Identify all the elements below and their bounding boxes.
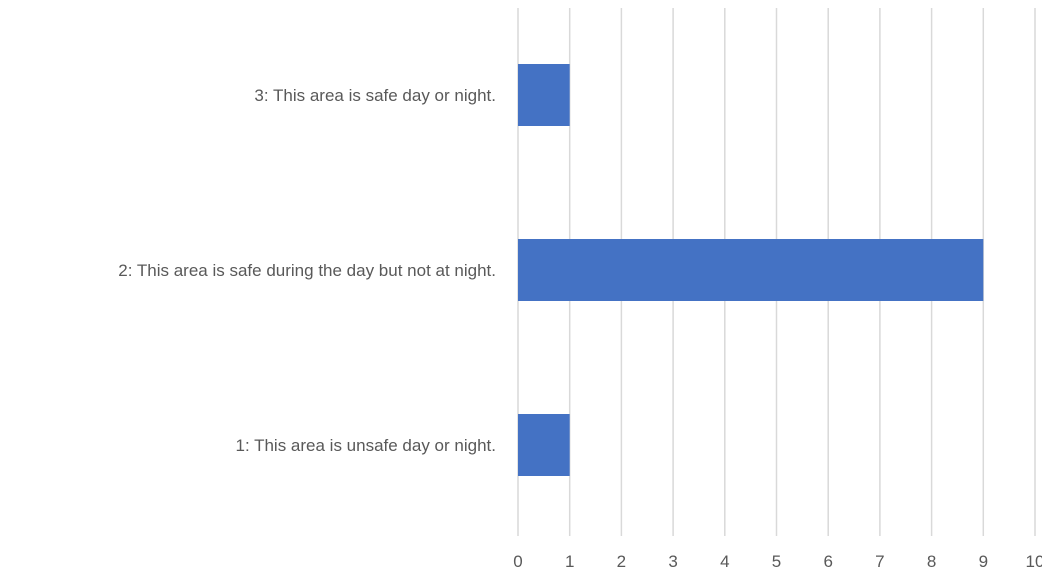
bar <box>518 414 570 476</box>
x-tick-label: 9 <box>979 552 988 571</box>
category-labels: 3: This area is safe day or night. 2: Thi… <box>118 86 496 455</box>
x-tick-label: 3 <box>668 552 677 571</box>
bars <box>518 64 984 476</box>
x-tick-label: 8 <box>927 552 936 571</box>
x-tick-label: 1 <box>565 552 574 571</box>
x-tick-labels: 0 1 2 3 4 5 6 7 8 9 10 <box>513 552 1042 571</box>
bar <box>518 239 984 301</box>
category-label: 2: This area is safe during the day but … <box>118 261 496 280</box>
category-label: 3: This area is safe day or night. <box>254 86 496 105</box>
bar <box>518 64 570 126</box>
x-tick-label: 0 <box>513 552 522 571</box>
x-tick-label: 10 <box>1026 552 1042 571</box>
x-tick-label: 7 <box>875 552 884 571</box>
x-tick-label: 4 <box>720 552 729 571</box>
x-tick-label: 2 <box>617 552 626 571</box>
x-tick-label: 6 <box>823 552 832 571</box>
x-tick-label: 5 <box>772 552 781 571</box>
category-label: 1: This area is unsafe day or night. <box>235 436 496 455</box>
